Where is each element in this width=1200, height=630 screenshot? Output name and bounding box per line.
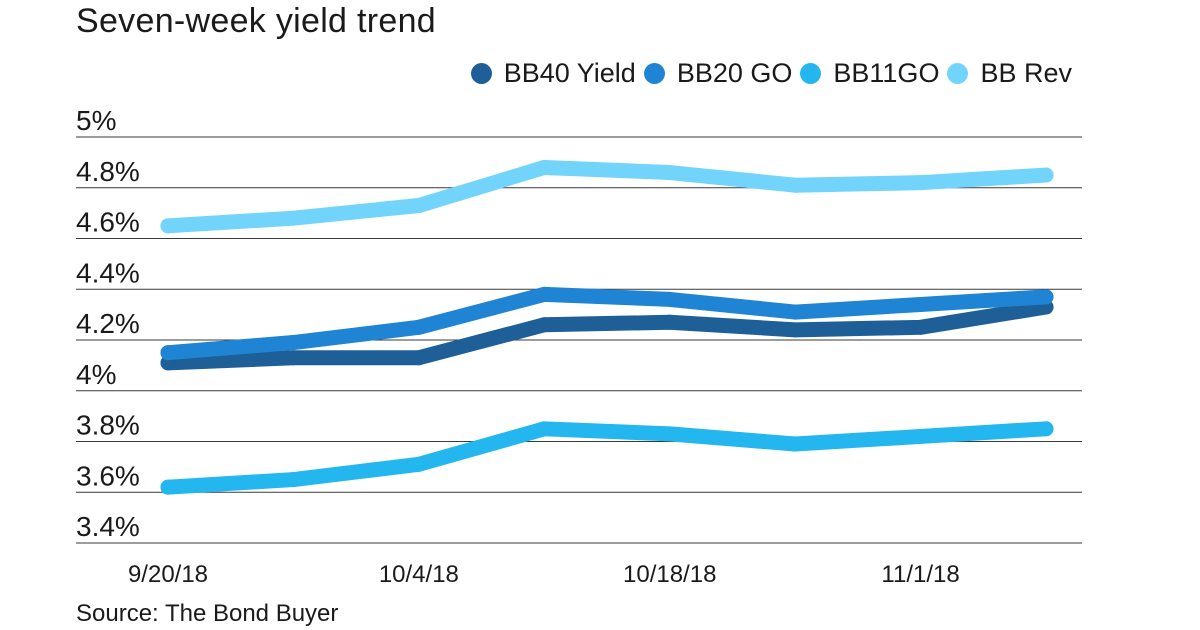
series-line-bb-rev [160, 159, 1054, 234]
data-point [285, 350, 301, 366]
x-tick-label: 11/1/18 [881, 561, 959, 588]
data-point [160, 479, 176, 495]
data-point [662, 314, 678, 330]
data-point [662, 291, 678, 307]
data-point [913, 319, 929, 335]
x-tick-label: 10/18/18 [623, 561, 716, 588]
series-line-bb20-go [160, 286, 1054, 361]
y-tick-label: 4.4% [76, 257, 140, 288]
data-point [285, 210, 301, 226]
y-tick-label: 3.4% [76, 511, 140, 542]
legend-swatch [800, 63, 822, 84]
source-note: Source: The Bond Buyer [76, 600, 339, 627]
series-line-bb40-yield [160, 299, 1054, 371]
data-point [160, 218, 176, 234]
y-tick-label: 5% [76, 105, 116, 136]
y-tick-label: 4.6% [76, 207, 140, 238]
data-point [536, 317, 552, 333]
data-point [411, 198, 427, 214]
x-tick-label: 10/4/18 [379, 561, 459, 588]
data-point [536, 421, 552, 437]
y-tick-label: 3.6% [76, 460, 140, 491]
legend-label: BB11GO [833, 58, 940, 88]
legend-item-bb40-yield: BB40 Yield [470, 58, 636, 89]
data-point [787, 436, 803, 452]
series-line-bb11go [160, 421, 1054, 495]
data-point [411, 319, 427, 335]
y-tick-label: 4.8% [76, 156, 140, 187]
data-point [160, 345, 176, 361]
data-point [913, 296, 929, 312]
data-point [536, 286, 552, 302]
data-point [662, 426, 678, 442]
legend-item-bb11go: BB11GO [800, 58, 939, 89]
x-tick-label: 9/20/18 [128, 561, 208, 588]
data-point [662, 165, 678, 181]
y-tick-label: 3.8% [76, 410, 140, 441]
data-point [411, 350, 427, 366]
data-point [787, 304, 803, 320]
data-point [913, 175, 929, 191]
chart-legend: BB40 Yield BB20 GO BB11GO BB Rev [467, 58, 1072, 89]
data-point [285, 472, 301, 488]
data-point [787, 322, 803, 338]
data-point [536, 159, 552, 175]
y-tick-label: 4.2% [76, 308, 140, 339]
legend-label: BB40 Yield [503, 58, 636, 88]
data-point [1038, 167, 1054, 183]
legend-swatch [947, 63, 969, 84]
data-point [411, 456, 427, 472]
y-tick-label: 4% [76, 359, 116, 390]
chart-title: Seven-week yield trend [76, 2, 437, 40]
legend-item-bb20-go: BB20 GO [643, 58, 793, 89]
legend-swatch [643, 63, 665, 84]
data-point [913, 428, 929, 444]
data-point [1038, 289, 1054, 305]
legend-item-bb-rev: BB Rev [947, 58, 1072, 89]
data-point [1038, 421, 1054, 437]
legend-label: BB Rev [980, 58, 1072, 88]
data-point [787, 177, 803, 193]
legend-swatch [470, 63, 492, 84]
data-point [285, 335, 301, 351]
legend-label: BB20 GO [676, 58, 793, 88]
